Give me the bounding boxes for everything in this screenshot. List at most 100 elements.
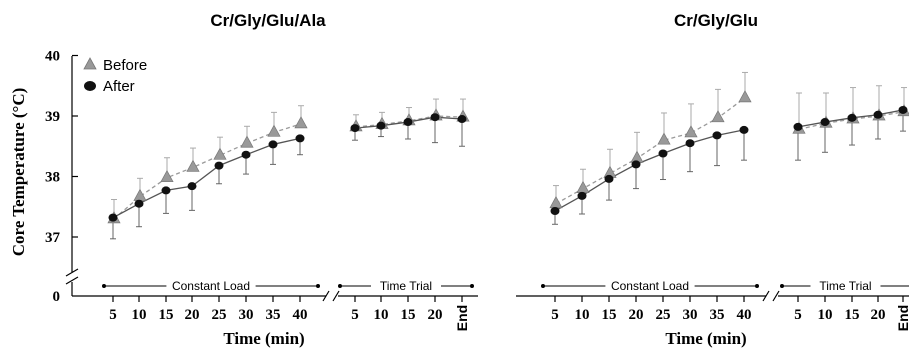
series-before-point: [186, 159, 200, 172]
x-tick-label: 5: [109, 307, 117, 323]
series-after-point: [457, 115, 467, 124]
x-axis-break-mark: [762, 290, 770, 302]
series-after-point: [685, 139, 695, 148]
phase-bracket-end: [316, 284, 320, 288]
series-after-point: [376, 121, 386, 130]
x-axis-title: Time (min): [223, 329, 304, 348]
series-before-point: [294, 116, 308, 129]
x-tick-label: 10: [374, 307, 389, 323]
series-after-point: [430, 113, 440, 122]
panel-title: Cr/Gly/Glu: [674, 11, 758, 30]
x-tick-label: 30: [683, 307, 698, 323]
series-after-point: [295, 134, 305, 143]
x-tick-label: 40: [293, 307, 308, 323]
series-after-point: [820, 118, 830, 127]
phase-bracket-end: [755, 284, 759, 288]
series-after-point: [604, 174, 614, 183]
x-axis-break-mark: [332, 290, 340, 302]
y-tick-label: 0: [53, 289, 61, 305]
series-after-point: [268, 140, 278, 149]
series-after-line: [554, 129, 745, 212]
series-after-point: [631, 160, 641, 169]
x-tick-label: 15: [602, 307, 617, 323]
panel-right: Cr/Gly/Glu 5 10 15 20 25 30 35 40 Constant Load 5…: [516, 11, 909, 348]
x-axis-title: Time (min): [665, 329, 746, 348]
x-tick-label: 20: [871, 307, 886, 323]
x-tick-label: 40: [737, 307, 752, 323]
x-axis-break-mark: [322, 290, 330, 302]
series-before-point: [213, 147, 227, 160]
x-tick-label: End: [454, 305, 470, 331]
series-before-point: [240, 135, 254, 148]
series-before-point: [267, 124, 281, 137]
series-after-point: [847, 113, 857, 122]
y-tick-label: 39: [45, 109, 60, 125]
legend: Before After: [83, 57, 147, 95]
phase-bracket-end: [102, 284, 106, 288]
x-tick-label: 25: [656, 307, 671, 323]
series-after-point: [712, 131, 722, 140]
series-after-point: [658, 149, 668, 158]
x-axis-break-mark: [772, 290, 780, 302]
x-tick-label: 30: [239, 307, 254, 323]
y-tick-label: 40: [45, 49, 60, 65]
series-after-point: [873, 110, 883, 119]
series-after-point: [898, 105, 908, 114]
series-after-point: [214, 161, 224, 170]
x-tick-label: 10: [575, 307, 590, 323]
y-tick-label: 37: [45, 230, 61, 246]
x-tick-label: 10: [132, 307, 147, 323]
x-tick-label: 15: [845, 307, 860, 323]
phase-bracket-end: [780, 284, 784, 288]
series-before-point: [711, 110, 725, 123]
series-after-point: [350, 124, 360, 133]
legend-before-marker: [83, 57, 97, 70]
series-after-point: [403, 118, 413, 127]
series-before-point: [657, 132, 671, 145]
series-after-point: [241, 150, 251, 159]
x-tick-label: 35: [266, 307, 281, 323]
x-tick-label: 15: [159, 307, 174, 323]
phase-bracket-end: [338, 284, 342, 288]
legend-before-label: Before: [103, 57, 147, 74]
y-axis-title: Core Temperature (°C): [9, 88, 28, 257]
x-tick-label: 10: [818, 307, 833, 323]
phase-label: Constant Load: [172, 279, 250, 293]
x-tick-label: 15: [401, 307, 416, 323]
series-before-point: [133, 188, 147, 201]
phase-label: Constant Load: [611, 279, 689, 293]
phase-bracket-end: [470, 284, 474, 288]
series-before-point: [684, 125, 698, 138]
series-after-point: [793, 122, 803, 131]
x-tick-label: End: [895, 305, 909, 331]
phase-label: Time Trial: [380, 279, 432, 293]
y-axis-break-mark: [65, 268, 79, 277]
series-before-line: [555, 97, 746, 205]
x-tick-label: 20: [629, 307, 644, 323]
series-before-point: [738, 90, 752, 103]
x-tick-label: 35: [710, 307, 725, 323]
series-after-point: [108, 213, 118, 222]
series-before-line: [355, 115, 464, 128]
x-tick-label: 5: [794, 307, 802, 323]
legend-after-marker: [84, 81, 96, 91]
series-after-point: [134, 199, 144, 208]
series-after-point: [577, 191, 587, 200]
series-before-point: [549, 195, 563, 209]
x-tick-label: 25: [212, 307, 227, 323]
x-tick-label: 20: [428, 307, 443, 323]
series-after-point: [739, 125, 749, 134]
phase-bracket-end: [541, 284, 545, 288]
series-before-point: [160, 169, 174, 183]
y-axis-break-mark: [65, 276, 79, 285]
y-tick-label: 38: [45, 170, 60, 186]
series-before-point: [576, 180, 590, 193]
x-tick-label: 5: [351, 307, 359, 323]
phase-label: Time Trial: [819, 279, 871, 293]
series-after-point: [550, 206, 560, 215]
legend-after-label: After: [103, 78, 135, 95]
panel-title: Cr/Gly/Glu/Ala: [210, 11, 326, 30]
x-tick-label: 5: [551, 307, 559, 323]
series-after-point: [161, 186, 171, 195]
